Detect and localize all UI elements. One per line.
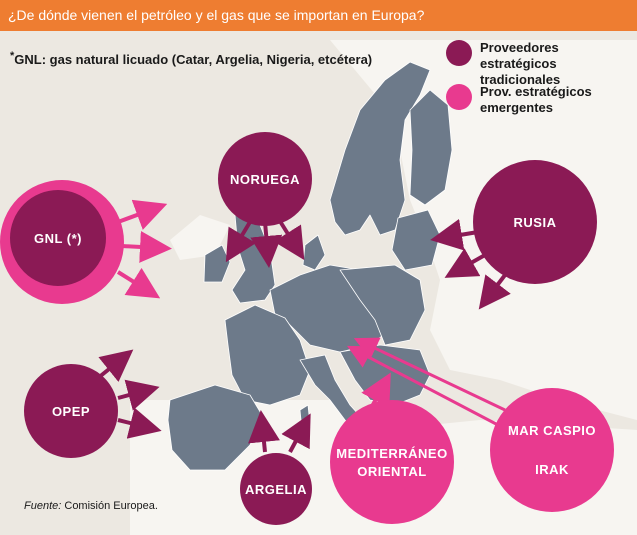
- label-mediterraneo-line1: MEDITERRÁNEO: [336, 445, 448, 461]
- legend-traditional-label: Proveedores estratégicos tradicionales: [480, 40, 637, 88]
- circle-rusia: RUSIA: [473, 160, 597, 284]
- gnl-note: *GNL: gas natural licuado (Catar, Argeli…: [10, 50, 372, 67]
- arrow-caspio-2: [347, 345, 499, 427]
- legend-traditional-dot: [446, 40, 472, 66]
- circle-gnl-inner: GNL (*): [7, 187, 109, 289]
- circle-mediterraneo: MEDITERRÁNEO ORIENTAL: [330, 400, 454, 524]
- source-note: Fuente: Comisión Europea.: [24, 500, 158, 512]
- page-title: ¿De dónde vienen el petróleo y el gas qu…: [0, 0, 637, 31]
- circle-opep: OPEP: [24, 364, 118, 458]
- label-noruega: NORUEGA: [230, 171, 300, 187]
- note-asterisk: *: [10, 50, 15, 62]
- source-label: Fuente:: [24, 500, 62, 512]
- legend-emerging-line1: Prov. estratégicos: [480, 84, 592, 99]
- circle-caspio-irak: MAR CASPIO IRAK: [490, 388, 614, 512]
- legend-traditional: Proveedores estratégicos tradicionales: [446, 40, 637, 88]
- circle-gnl-outer: GNL (*): [0, 180, 124, 304]
- legend-emerging-line2: emergentes: [480, 100, 553, 115]
- legend-emerging-dot: [446, 84, 472, 110]
- arrow-argelia-1: [248, 410, 280, 453]
- legend-emerging: Prov. estratégicos emergentes: [446, 84, 592, 116]
- circle-argelia: ARGELIA: [240, 453, 312, 525]
- legend-traditional-line2: tradicionales: [480, 72, 561, 87]
- arrow-noruega-2: [250, 221, 283, 268]
- arrow-opep-1: [96, 349, 134, 383]
- arrow-gnl-3: [116, 267, 161, 299]
- arrow-noruega-1: [225, 220, 257, 263]
- legend-traditional-line1: Proveedores estratégicos: [480, 40, 559, 71]
- source-text: Comisión Europea.: [61, 500, 158, 512]
- arrow-argelia-2: [281, 413, 311, 453]
- label-argelia: ARGELIA: [245, 481, 307, 497]
- arrow-caspio-1: [353, 337, 506, 412]
- label-irak: IRAK: [535, 462, 569, 477]
- arrow-gnl-1: [117, 199, 168, 230]
- note-text: GNL: gas natural licuado (Catar, Argelia…: [14, 52, 373, 67]
- circle-noruega: NORUEGA: [218, 132, 312, 226]
- label-rusia: RUSIA: [513, 214, 557, 230]
- label-opep: OPEP: [51, 403, 91, 419]
- supply-arrows-emerging: [116, 199, 506, 427]
- label-gnl: GNL (*): [33, 230, 83, 246]
- arrow-rusia-3: [478, 273, 511, 310]
- label-mediterraneo-line2: ORIENTAL: [357, 463, 427, 479]
- arrow-opep-2: [117, 379, 160, 411]
- arrow-opep-3: [117, 407, 162, 439]
- arrow-rusia-1: [430, 218, 479, 251]
- legend-emerging-label: Prov. estratégicos emergentes: [480, 84, 592, 116]
- supply-arrows-traditional: [96, 216, 511, 453]
- arrow-noruega-3: [273, 216, 305, 261]
- arrow-rusia-2: [444, 248, 486, 278]
- arrow-gnl-2: [121, 230, 172, 263]
- label-caspio: MAR CASPIO: [507, 423, 597, 438]
